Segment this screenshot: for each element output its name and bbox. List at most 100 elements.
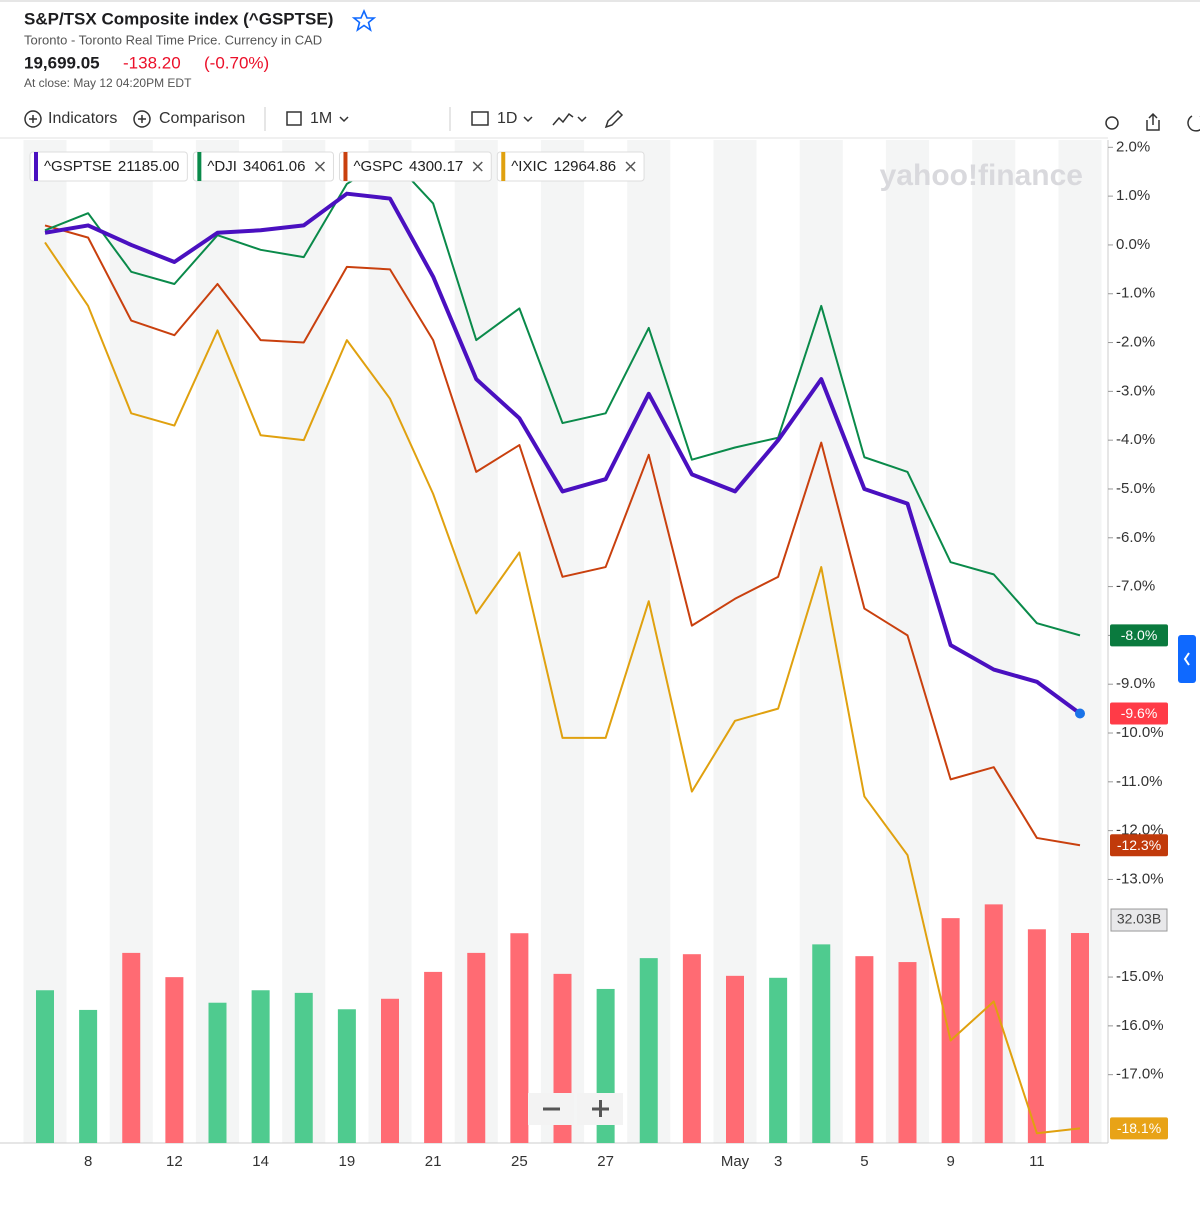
x-tick-label: 3 — [774, 1153, 782, 1170]
close-time: At close: May 12 04:20PM EDT — [24, 76, 192, 90]
legend-quote: 34061.06 — [243, 158, 306, 175]
volume-bar — [337, 1009, 356, 1143]
indicators-icon[interactable] — [24, 110, 42, 128]
series-line — [44, 241, 1081, 1135]
subtitle: Toronto - Toronto Real Time Price. Curre… — [24, 32, 322, 47]
side-panel-tab[interactable] — [1178, 635, 1196, 683]
volume-bar — [682, 954, 701, 1143]
volume-label-box — [1110, 908, 1168, 932]
legend-entry[interactable]: ^IXIC 12964.86 — [496, 151, 645, 182]
volume-bar — [898, 962, 917, 1143]
band — [368, 140, 412, 1143]
interval-icon[interactable] — [471, 111, 489, 126]
legend-name: ^IXIC — [511, 158, 547, 175]
end-label: -9.6% — [1121, 705, 1158, 721]
title: S&P/TSX Composite index (^GSPTSE) — [24, 9, 333, 28]
volume-bar — [1071, 933, 1089, 1143]
x-tick-label: 27 — [597, 1153, 614, 1170]
legend-name: ^GSPTSE — [44, 158, 112, 175]
series-line — [44, 191, 1082, 716]
x-tick-label: 12 — [166, 1153, 183, 1170]
end-label-box — [1110, 624, 1168, 647]
y-tick-label: -5.0% — [1116, 480, 1155, 497]
x-tick-label: 25 — [511, 1153, 528, 1170]
plot: yahoo!finance 2.0% 1.0% 0.0% -1.0% -2.0% -3.0%… — [0, 138, 1168, 1170]
watermark: yahoo!finance — [880, 159, 1083, 192]
watchlist-star[interactable] — [351, 8, 377, 32]
legend-entry[interactable]: ^GSPTSE 21185.00 — [29, 151, 188, 182]
interval[interactable]: 1D — [497, 110, 517, 127]
legend-box — [338, 151, 492, 182]
series-line — [44, 156, 1081, 637]
y-tick-label: -16.0% — [1116, 1017, 1164, 1034]
volume-bar — [208, 1002, 227, 1143]
y-tick-label: -9.0% — [1116, 675, 1155, 692]
price: 19,699.05 — [24, 53, 100, 72]
volume-bar — [251, 990, 270, 1143]
legend-remove — [472, 161, 483, 172]
series-line — [44, 224, 1081, 847]
chart-type-caret — [577, 116, 587, 123]
volume-bar — [36, 990, 54, 1143]
y-tick-label: -6.0% — [1116, 529, 1155, 546]
legend-remove — [314, 161, 325, 172]
y-tick-label: -11.0% — [1116, 773, 1162, 790]
x-tick-label: May — [721, 1153, 750, 1170]
y-tick-label: -13.0% — [1116, 870, 1164, 887]
zoom-icons — [543, 1100, 609, 1117]
legend-swatch — [343, 152, 348, 181]
legend-swatch — [34, 152, 38, 181]
legend-quote: 21185.00 — [118, 158, 179, 175]
x-tick-label: 5 — [860, 1153, 868, 1170]
volume-bar — [941, 918, 960, 1143]
toolbar — [24, 107, 1200, 132]
y-tick-label: -2.0% — [1116, 334, 1155, 351]
volume-bar — [424, 971, 443, 1143]
chart-type-icon[interactable] — [552, 112, 574, 126]
volume-bar — [79, 1009, 98, 1143]
x-tick-label: 9 — [946, 1153, 954, 1170]
legend-quote: 12964.86 — [553, 158, 616, 175]
volume-bar — [1027, 929, 1046, 1143]
comparison[interactable]: Comparison — [159, 110, 245, 127]
volume-bar — [855, 956, 874, 1143]
volume-bar — [769, 977, 788, 1143]
range[interactable]: 1M — [310, 110, 332, 127]
x-tick-label: 11 — [1029, 1153, 1045, 1170]
reset-icon[interactable] — [1187, 115, 1200, 132]
volume-bar — [165, 977, 184, 1143]
y-tick-label: 1.0% — [1116, 187, 1150, 204]
y-tick-label: -4.0% — [1116, 431, 1155, 448]
background-bands — [23, 140, 1102, 1143]
legend-entry[interactable]: ^GSPC 4300.17 — [338, 151, 492, 182]
calendar-icon[interactable] — [286, 111, 302, 126]
comparison-icon[interactable] — [133, 110, 151, 128]
y-tick-label: -17.0% — [1116, 1066, 1164, 1083]
legend-box — [496, 151, 645, 182]
indicators-plus — [29, 115, 37, 123]
band — [23, 140, 67, 1143]
x-tick-label: 8 — [84, 1153, 92, 1170]
legend-box — [192, 151, 334, 182]
x-tick-label: 19 — [339, 1153, 356, 1170]
x-tick-label: 14 — [252, 1153, 269, 1170]
legend-name: ^GSPC — [353, 158, 403, 175]
change: -138.20 — [123, 53, 181, 72]
draw-icon[interactable] — [604, 109, 624, 129]
settings-icon[interactable] — [1105, 116, 1119, 130]
range-caret — [339, 116, 349, 123]
comparison-plus — [138, 115, 146, 123]
volume-bar — [510, 933, 529, 1143]
volume-bar — [984, 904, 1003, 1143]
volume-bar — [294, 992, 313, 1143]
band — [282, 140, 326, 1143]
end-label: -12.3% — [1117, 837, 1161, 853]
y-tick-label: -10.0% — [1116, 724, 1164, 741]
y-tick-label: 2.0% — [1116, 138, 1150, 155]
end-label-box — [1110, 1117, 1168, 1140]
share-icon[interactable] — [1146, 112, 1160, 131]
indicators[interactable]: Indicators — [48, 110, 117, 127]
legend-remove — [625, 161, 636, 172]
legend-entry[interactable]: ^DJI 34061.06 — [192, 151, 334, 182]
